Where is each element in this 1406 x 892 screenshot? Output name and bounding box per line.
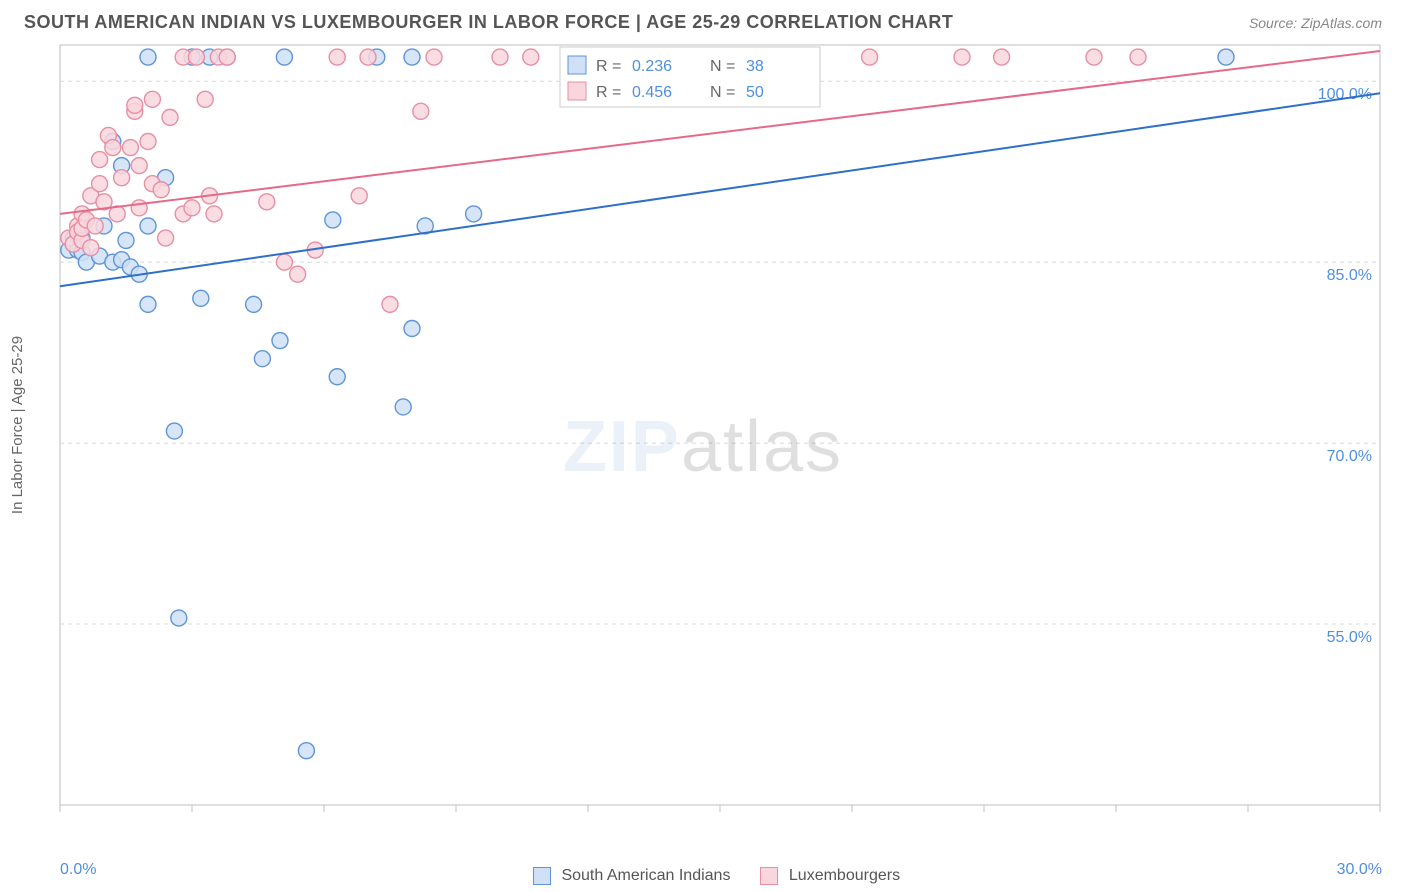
svg-text:0.236: 0.236	[632, 58, 672, 75]
chart-area: 100.0%85.0%70.0%55.0%In Labor Force | Ag…	[0, 37, 1406, 857]
svg-text:85.0%: 85.0%	[1327, 267, 1372, 284]
series-legend: South American Indians Luxembourgers	[533, 867, 900, 885]
legend-label-sai: South American Indians	[561, 867, 730, 884]
scatter-chart-svg: 100.0%85.0%70.0%55.0%In Labor Force | Ag…	[0, 37, 1406, 827]
svg-text:In Labor Force | Age 25-29: In Labor Force | Age 25-29	[9, 336, 26, 514]
legend-swatch-sai	[533, 867, 551, 885]
legend-swatch-lux	[760, 867, 778, 885]
svg-text:70.0%: 70.0%	[1327, 448, 1372, 465]
x-axis-end-labels: 0.0% South American Indians Luxembourger…	[0, 857, 1406, 885]
chart-title: SOUTH AMERICAN INDIAN VS LUXEMBOURGER IN…	[24, 12, 953, 33]
legend-label-lux: Luxembourgers	[789, 867, 900, 884]
x-axis-min-label: 0.0%	[60, 861, 96, 885]
source-name: ZipAtlas.com	[1301, 15, 1382, 31]
title-bar: SOUTH AMERICAN INDIAN VS LUXEMBOURGER IN…	[0, 0, 1406, 37]
legend-item-lux: Luxembourgers	[760, 867, 900, 885]
x-axis-max-label: 30.0%	[1337, 861, 1382, 885]
svg-text:R =: R =	[596, 84, 621, 101]
svg-text:R =: R =	[596, 58, 621, 75]
svg-text:38: 38	[746, 58, 764, 75]
legend-item-sai: South American Indians	[533, 867, 730, 885]
svg-text:N =: N =	[710, 58, 735, 75]
svg-text:N =: N =	[710, 84, 735, 101]
svg-text:0.456: 0.456	[632, 84, 672, 101]
svg-text:55.0%: 55.0%	[1327, 629, 1372, 646]
source-label: Source:	[1249, 15, 1297, 31]
source-attribution: Source: ZipAtlas.com	[1249, 15, 1382, 31]
svg-text:50: 50	[746, 84, 764, 101]
